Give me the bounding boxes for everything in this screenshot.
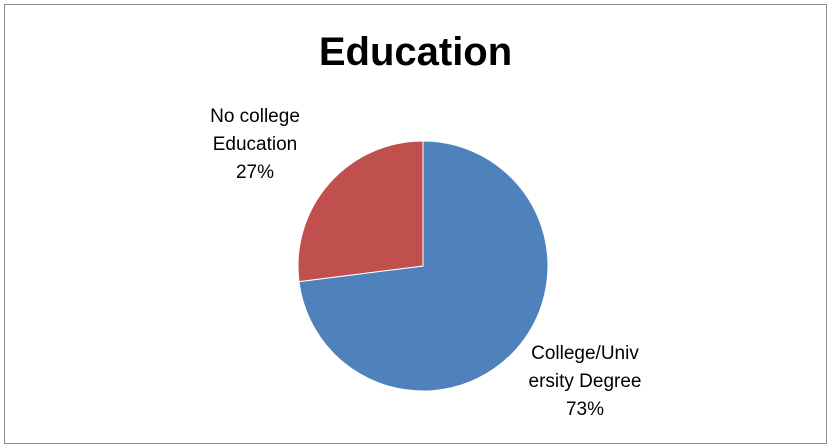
slice-percent-label: 27%: [235, 162, 275, 183]
slice-label-line: ersity Degree: [528, 371, 642, 392]
slice-label-line: Education: [212, 134, 298, 155]
pie-slice-no-college-education: [297, 140, 424, 283]
slice-label-line: No college: [210, 106, 300, 127]
slice-label-college-university-degree: College/Univ ersity Degree 73%: [520, 340, 650, 424]
slice-label-line: College/Univ: [531, 343, 639, 364]
slice-percent-label: 73%: [565, 399, 605, 420]
chart-title: Education: [318, 30, 513, 74]
slice-label-no-college-education: No college Education 27%: [190, 103, 320, 187]
